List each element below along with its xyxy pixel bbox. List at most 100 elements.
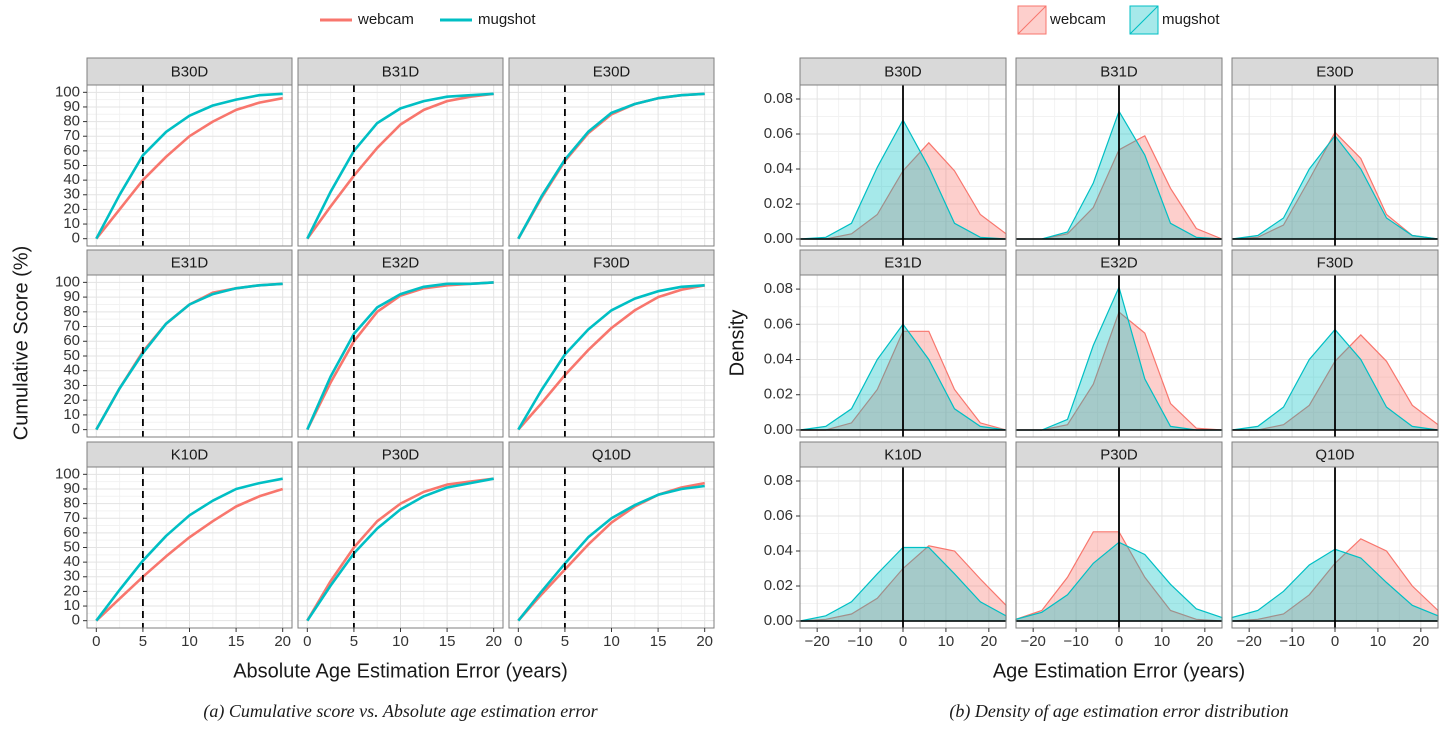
- y-tick-label: 0.00: [764, 421, 793, 438]
- y-tick-label: 0: [72, 421, 80, 438]
- strip: [1015, 57, 1223, 86]
- y-tick-label: 90: [63, 480, 80, 497]
- series-line: [306, 92, 494, 240]
- strip-label: K10D: [171, 446, 209, 463]
- y-tick-label: 100: [55, 83, 80, 100]
- series-line: [95, 282, 283, 431]
- y-tick-label: 0.02: [764, 577, 793, 594]
- strip-label: E32D: [1100, 254, 1138, 271]
- y-tick-label: 0.00: [764, 612, 793, 629]
- strip-label: B31D: [1100, 63, 1138, 80]
- x-tick-label: 10: [1370, 633, 1387, 650]
- x-tick-label: −10: [1063, 633, 1088, 650]
- strip-label: E32D: [382, 254, 420, 271]
- x-tick-label: −20: [1236, 633, 1261, 650]
- x-tick-label: 0: [1331, 633, 1339, 650]
- x-tick-label: 20: [696, 633, 713, 650]
- y-tick-label: 0.06: [764, 315, 793, 332]
- legend-label: webcam: [357, 11, 414, 28]
- y-tick-label: 60: [63, 142, 80, 159]
- y-tick-label: 40: [63, 362, 80, 379]
- x-tick-label: −10: [1279, 633, 1304, 650]
- y-tick-label: 80: [63, 303, 80, 320]
- x-tick-label: 10: [1154, 633, 1171, 650]
- panel-border: [297, 84, 504, 247]
- y-tick-label: 0.04: [764, 542, 793, 559]
- y-tick-label: 10: [63, 597, 80, 614]
- legend-label: mugshot: [478, 11, 536, 28]
- x-tick-label: 20: [1412, 633, 1429, 650]
- strip-label: P30D: [382, 446, 420, 463]
- legend-key-line: [1017, 5, 1047, 35]
- legend-label: webcam: [1049, 11, 1106, 28]
- x-tick-label: 20: [274, 633, 291, 650]
- panel-border: [297, 274, 504, 438]
- x-tick-label: 15: [439, 633, 456, 650]
- y-tick-label: 70: [63, 127, 80, 144]
- y-tick-label: 40: [63, 553, 80, 570]
- x-tick-label: 15: [650, 633, 667, 650]
- y-tick-label: 0.02: [764, 386, 793, 403]
- y-tick-label: 50: [63, 538, 80, 555]
- y-tick-label: 30: [63, 568, 80, 585]
- series-line: [306, 477, 494, 622]
- x-tick-label: −20: [1020, 633, 1045, 650]
- panel-border: [508, 84, 715, 247]
- strip: [508, 441, 715, 468]
- legend-label: mugshot: [1162, 11, 1220, 28]
- y-tick-label: 90: [63, 288, 80, 305]
- strip: [508, 249, 715, 276]
- x-axis-title: Age Estimation Error (years): [993, 660, 1245, 682]
- x-tick-label: 10: [938, 633, 955, 650]
- strip: [86, 57, 293, 86]
- strip: [799, 249, 1007, 276]
- series-line: [95, 92, 283, 240]
- panel-border: [508, 274, 715, 438]
- y-tick-label: 0.08: [764, 280, 793, 297]
- strip: [508, 57, 715, 86]
- strip-label: Q10D: [592, 446, 631, 463]
- panel-border: [1015, 274, 1223, 438]
- x-tick-label: 5: [561, 633, 569, 650]
- y-tick-label: 0.04: [764, 160, 793, 177]
- y-tick-label: 20: [63, 200, 80, 217]
- y-tick-label: 70: [63, 509, 80, 526]
- strip: [297, 57, 504, 86]
- series-line: [517, 284, 705, 431]
- panel-border: [1231, 84, 1439, 247]
- strip-label: Q10D: [1315, 446, 1354, 463]
- x-tick-label: 0: [303, 633, 311, 650]
- strip-label: B31D: [382, 63, 420, 80]
- strip-label: P30D: [1100, 446, 1138, 463]
- y-tick-label: 0.00: [764, 230, 793, 247]
- panel-border: [799, 84, 1007, 247]
- strip: [297, 441, 504, 468]
- y-tick-label: 60: [63, 332, 80, 349]
- caption: (a) Cumulative score vs. Absolute age es…: [203, 701, 598, 722]
- series-line: [306, 281, 494, 431]
- y-tick-label: 100: [55, 465, 80, 482]
- strip: [86, 249, 293, 276]
- y-tick-label: 60: [63, 524, 80, 541]
- x-tick-label: 10: [603, 633, 620, 650]
- y-tick-label: 30: [63, 376, 80, 393]
- caption: (b) Density of age estimation error dist…: [949, 701, 1288, 722]
- series-line: [95, 96, 283, 240]
- strip-label: E31D: [884, 254, 922, 271]
- y-axis-title: Density: [726, 310, 748, 377]
- strip-label: F30D: [593, 254, 630, 271]
- x-tick-label: 0: [1115, 633, 1123, 650]
- y-tick-label: 0: [72, 230, 80, 247]
- y-tick-label: 30: [63, 186, 80, 203]
- y-tick-label: 20: [63, 391, 80, 408]
- x-axis-title: Absolute Age Estimation Error (years): [233, 660, 568, 682]
- strip-label: E31D: [171, 254, 209, 271]
- strip-label: E30D: [593, 63, 631, 80]
- strip: [799, 441, 1007, 468]
- strip-label: B30D: [171, 63, 209, 80]
- strip-label: B30D: [884, 63, 922, 80]
- panel-border: [1015, 84, 1223, 247]
- x-tick-label: −10: [847, 633, 872, 650]
- x-tick-label: 0: [514, 633, 522, 650]
- y-tick-label: 0.02: [764, 195, 793, 212]
